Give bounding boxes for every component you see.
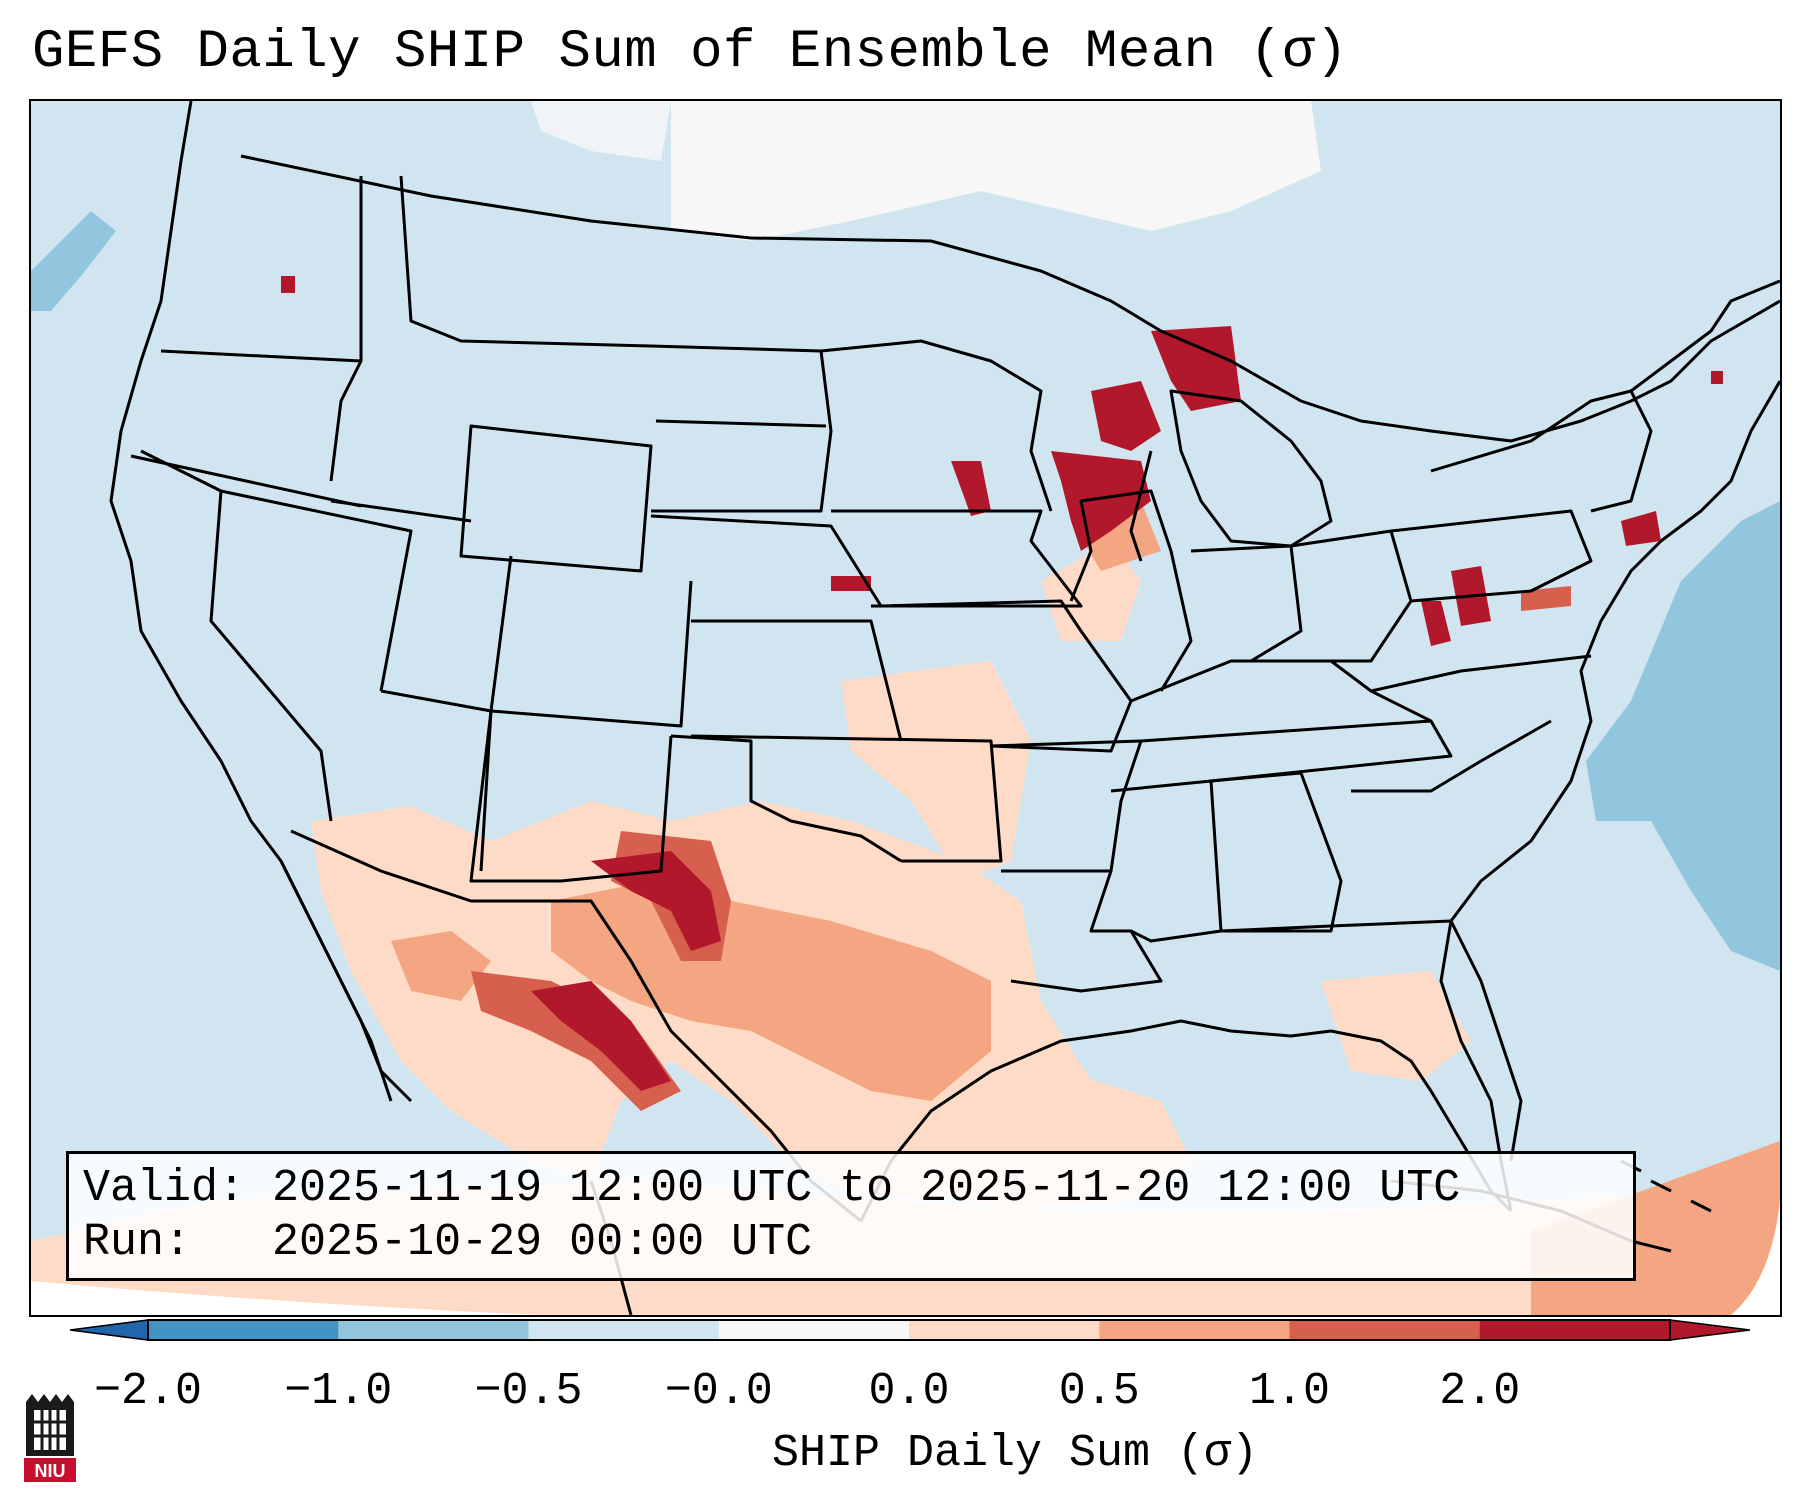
colorbar-tick-label: 0.0	[868, 1366, 950, 1417]
idaho-nevada	[330, 499, 472, 523]
minnesota-wisconsin	[820, 339, 1053, 512]
projection-edge	[31, 1281, 543, 1315]
colorbar-tick-label: −0.5	[474, 1366, 583, 1417]
utah-colorado	[489, 555, 513, 712]
neutral-region-canada	[671, 101, 1321, 241]
ohio-pa	[1290, 529, 1413, 663]
extreme-region-border	[531, 981, 671, 1091]
gulf-coast	[859, 1019, 1513, 1222]
colorbar-tick-label: −2.0	[93, 1366, 203, 1417]
positive-region-southeast	[1321, 971, 1471, 1081]
canada-border	[240, 154, 1780, 443]
extreme-region-maine	[1711, 371, 1723, 384]
negative-region-pacific	[31, 211, 116, 311]
extreme-region-nebraska	[831, 576, 871, 591]
colorbar-segment	[148, 1320, 339, 1340]
georgia-florida	[1220, 919, 1452, 933]
moderate-region-arizona	[391, 931, 491, 1001]
colorbar-outline	[147, 1319, 1671, 1341]
pennsylvania	[1390, 509, 1593, 603]
kentucky	[1130, 659, 1432, 723]
extreme-region-minnesota	[951, 461, 991, 516]
baja	[279, 860, 393, 1102]
indiana-ohio	[1190, 544, 1303, 663]
colorbar-label: SHIP Daily Sum (σ)	[771, 1428, 1259, 1479]
missouri	[880, 599, 1133, 753]
valid-label: Valid:	[83, 1163, 246, 1214]
montana-wyoming	[399, 175, 652, 348]
negative-region-atlantic	[1586, 501, 1780, 971]
wyoming	[459, 424, 653, 573]
new-york	[1430, 389, 1653, 513]
mexico-border	[290, 829, 862, 1223]
colorbar-segment	[718, 1320, 910, 1340]
colorbar-under-arrow	[70, 1319, 149, 1341]
california-nevada	[140, 449, 333, 822]
extreme-region-wisconsin	[1051, 451, 1151, 551]
oklahoma	[690, 734, 1003, 863]
extreme-region-pa-3	[1521, 586, 1571, 611]
colorbar-segment	[909, 1320, 1100, 1340]
extreme-region-new-england	[1621, 511, 1661, 546]
positive-region-plains	[841, 661, 1031, 881]
map-canvas	[31, 101, 1780, 1315]
validity-info-box: Valid: 2025-11-19 12:00 UTC to 2025-11-2…	[66, 1151, 1636, 1281]
tennessee	[1140, 719, 1453, 783]
extreme-region-upper-mi	[1091, 381, 1161, 451]
colorado	[490, 580, 693, 728]
mississippi-alabama	[1110, 779, 1223, 943]
run-label: Run:	[83, 1217, 192, 1268]
florida	[1449, 920, 1523, 1162]
colorbar-segment	[1099, 1320, 1290, 1340]
neutral-region-canada-2	[531, 101, 671, 161]
colorbar-tick-label: 1.0	[1248, 1366, 1331, 1417]
illinois-indiana	[1069, 489, 1193, 692]
run-value: 2025-10-29 00:00 UTC	[272, 1217, 813, 1268]
extreme-region-pennsylvania	[1421, 601, 1451, 646]
washington-oregon	[160, 349, 362, 363]
state-boundaries	[109, 101, 1780, 1315]
nebraska-kansas	[650, 514, 883, 607]
new-england	[1630, 279, 1780, 393]
colorbar-tick-label: −0.0	[664, 1366, 773, 1417]
oregon-california	[130, 454, 362, 508]
texas-panhandle	[670, 734, 902, 863]
colorbar-tick-label: −1.0	[284, 1366, 393, 1417]
university-castle-icon: NIU	[24, 1394, 76, 1482]
colorbar-segment	[1479, 1320, 1671, 1340]
nevada-utah	[220, 489, 413, 692]
colorbar-segments	[148, 1320, 1671, 1340]
kansas	[691, 619, 903, 742]
atlantic-coast	[1439, 380, 1780, 1212]
colorbar-tick-label: 0.5	[1058, 1366, 1140, 1417]
logo-text: NIU	[35, 1461, 66, 1481]
colorbar-segment	[528, 1320, 720, 1340]
dakotas	[650, 344, 833, 513]
michigan-lower	[1169, 389, 1333, 548]
map-panel	[29, 99, 1782, 1317]
colorbar-segment	[1289, 1320, 1481, 1340]
colorbar-segment	[338, 1320, 529, 1340]
colorbar-tick-label: 2.0	[1439, 1366, 1521, 1417]
moderate-region-texas	[551, 881, 991, 1101]
projection-edge-right	[1731, 1201, 1780, 1315]
virginia-nc	[1370, 654, 1592, 693]
extreme-region-washington	[281, 276, 295, 293]
lake-michigan-shore	[1129, 450, 1153, 562]
valid-value: 2025-11-19 12:00 UTC to 2025-11-20 12:00…	[272, 1163, 1461, 1214]
colorbar-over-arrow	[1669, 1319, 1750, 1341]
idaho-west	[329, 176, 363, 482]
nc-sc	[1351, 719, 1552, 793]
valid-row: Valid: 2025-11-19 12:00 UTC to 2025-11-2…	[83, 1162, 1633, 1216]
run-row: Run: 2025-10-29 00:00 UTC	[83, 1216, 1633, 1270]
extreme-region-lake-superior	[1151, 326, 1241, 411]
alabama-georgia	[1210, 771, 1343, 933]
anomaly-field	[31, 101, 1780, 1315]
south-dakota-north-dakota	[655, 419, 827, 428]
nm-texas	[469, 710, 673, 883]
map-title: GEFS Daily SHIP Sum of Ensemble Mean (σ)	[32, 22, 1349, 83]
colorbar	[70, 1319, 1750, 1341]
iowa	[831, 509, 1083, 608]
